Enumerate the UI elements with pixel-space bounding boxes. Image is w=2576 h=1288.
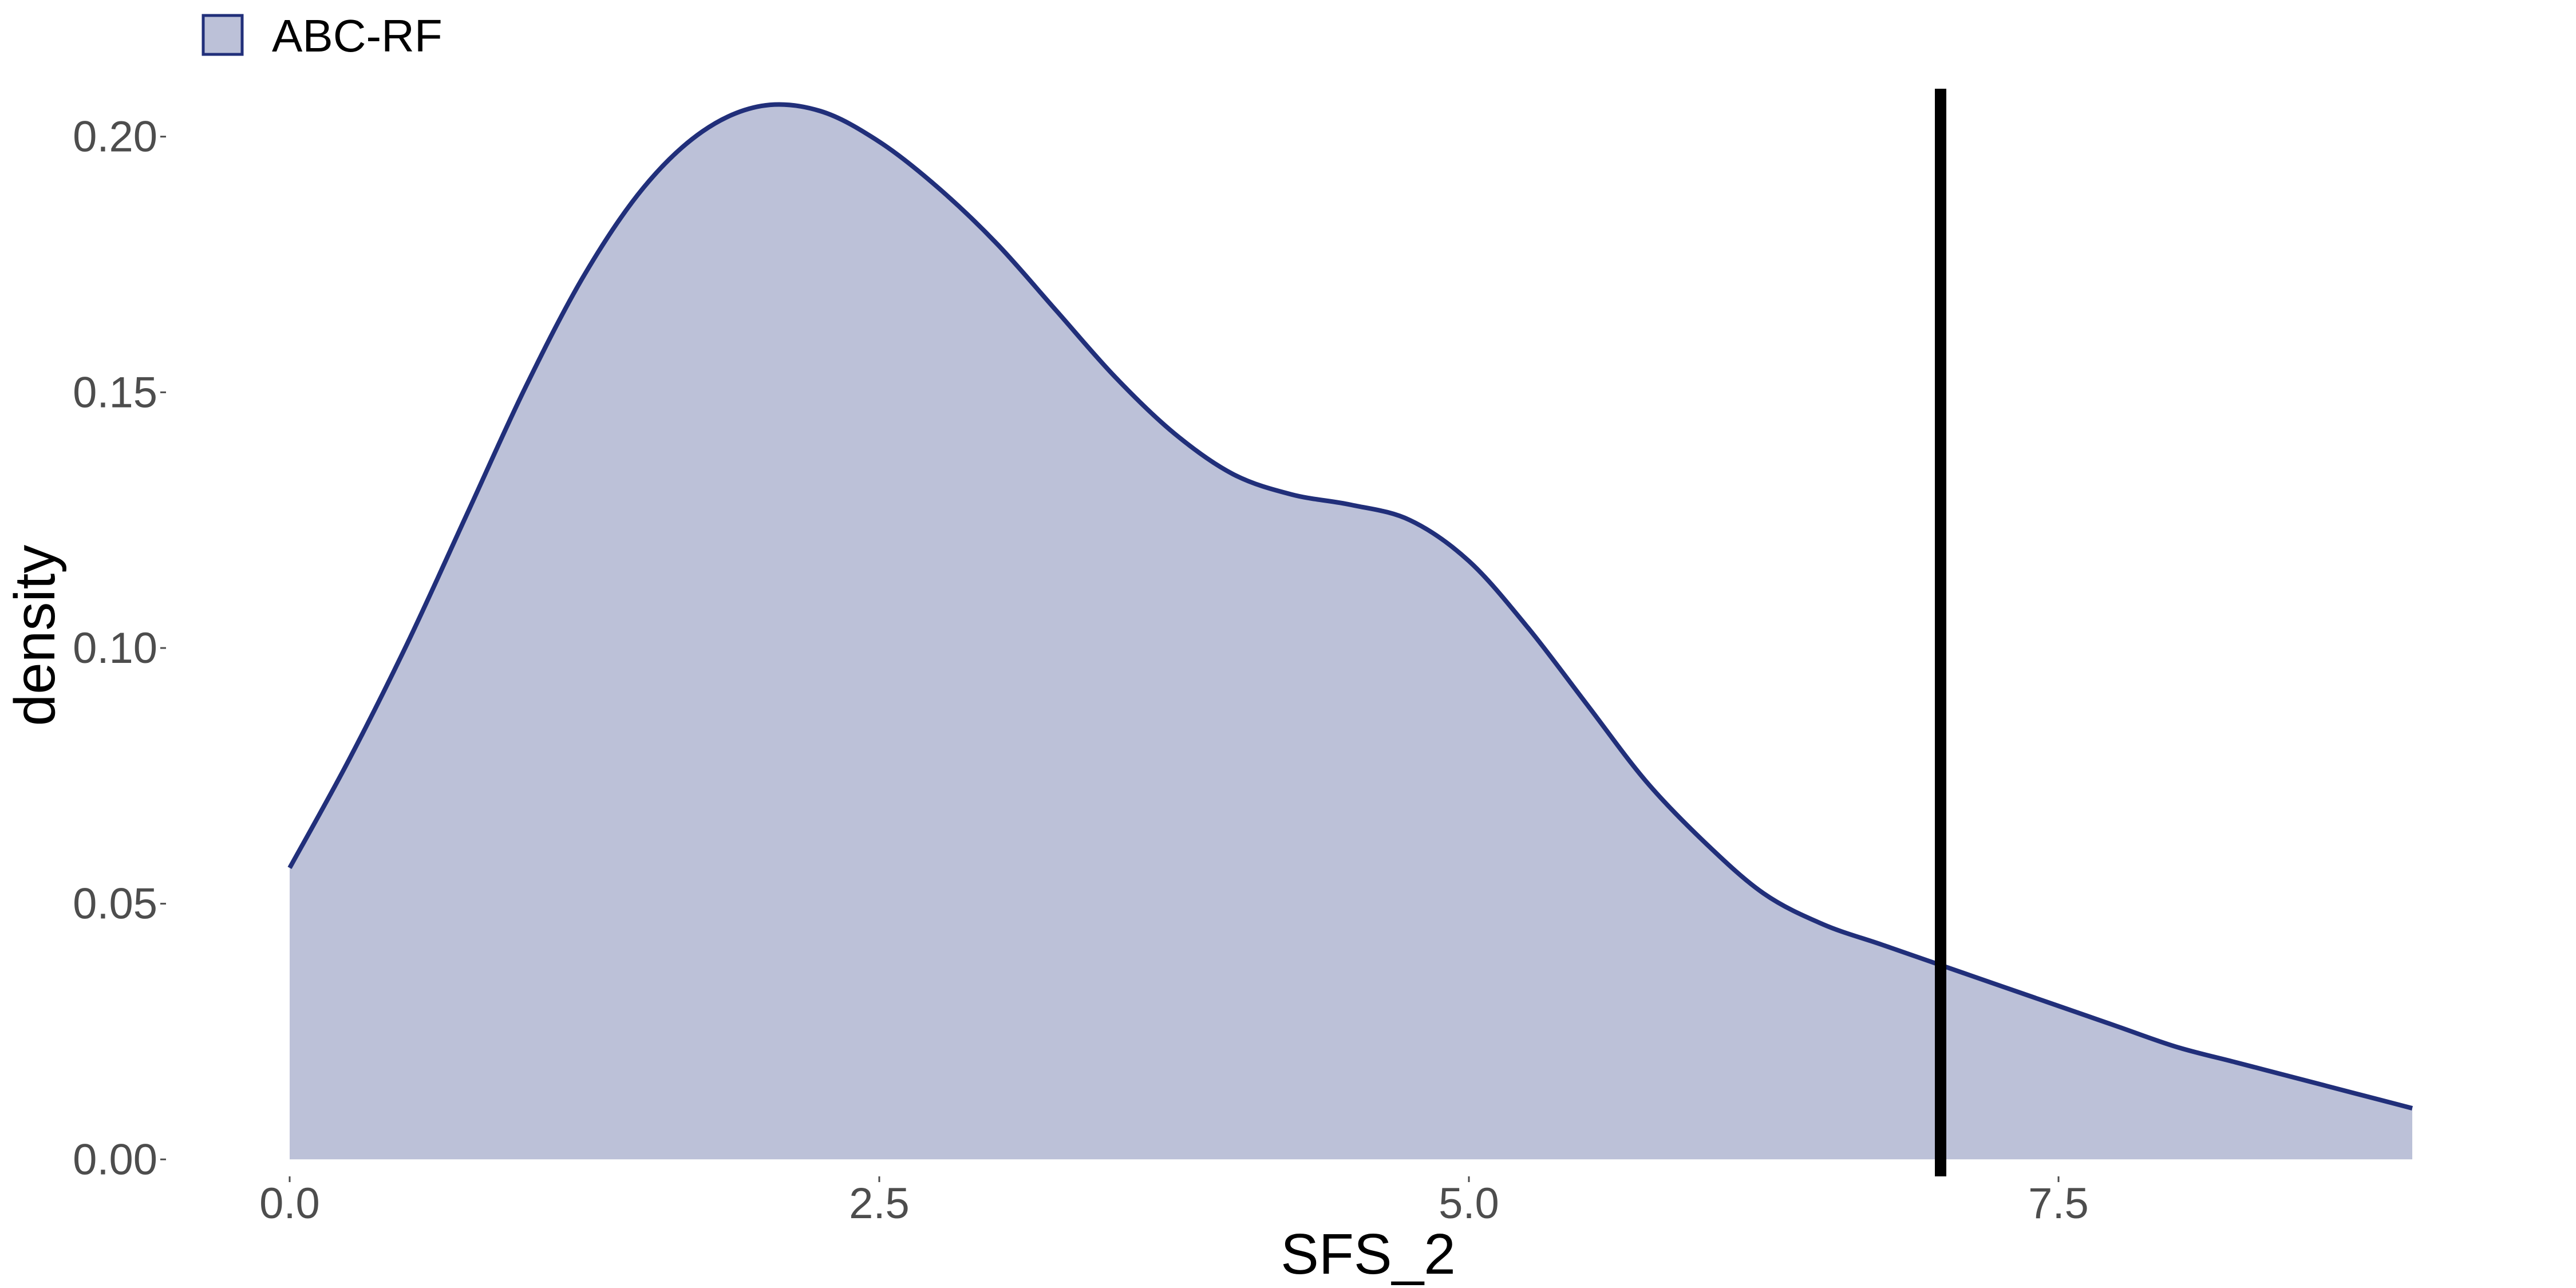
y-axis-title: density [3, 545, 67, 726]
x-tick-label: 2.5 [849, 1179, 910, 1228]
y-axis: 0.00 0.05 0.10 0.15 0.20 [73, 113, 166, 1184]
y-tick-label: 0.15 [73, 368, 157, 417]
y-tick-label: 0.10 [73, 624, 157, 673]
legend-label-abc-rf: ABC-RF [272, 10, 442, 61]
x-tick-label: 0.0 [259, 1179, 320, 1228]
x-axis: 0.0 2.5 5.0 7.5 [259, 1176, 2089, 1228]
x-tick-label: 7.5 [2028, 1179, 2089, 1228]
legend-key-abc-rf [202, 14, 244, 56]
y-tick-label: 0.05 [73, 880, 157, 929]
density-curve [287, 102, 2413, 1111]
density-fill-area [290, 104, 2412, 1160]
legend: ABC-RF [202, 10, 442, 61]
plot-area [287, 89, 2413, 1176]
x-axis-title: SFS_2 [1281, 1222, 1456, 1286]
x-tick-label: 5.0 [1439, 1179, 1499, 1228]
y-tick-label: 0.20 [73, 113, 157, 161]
y-tick-label: 0.00 [73, 1135, 157, 1184]
